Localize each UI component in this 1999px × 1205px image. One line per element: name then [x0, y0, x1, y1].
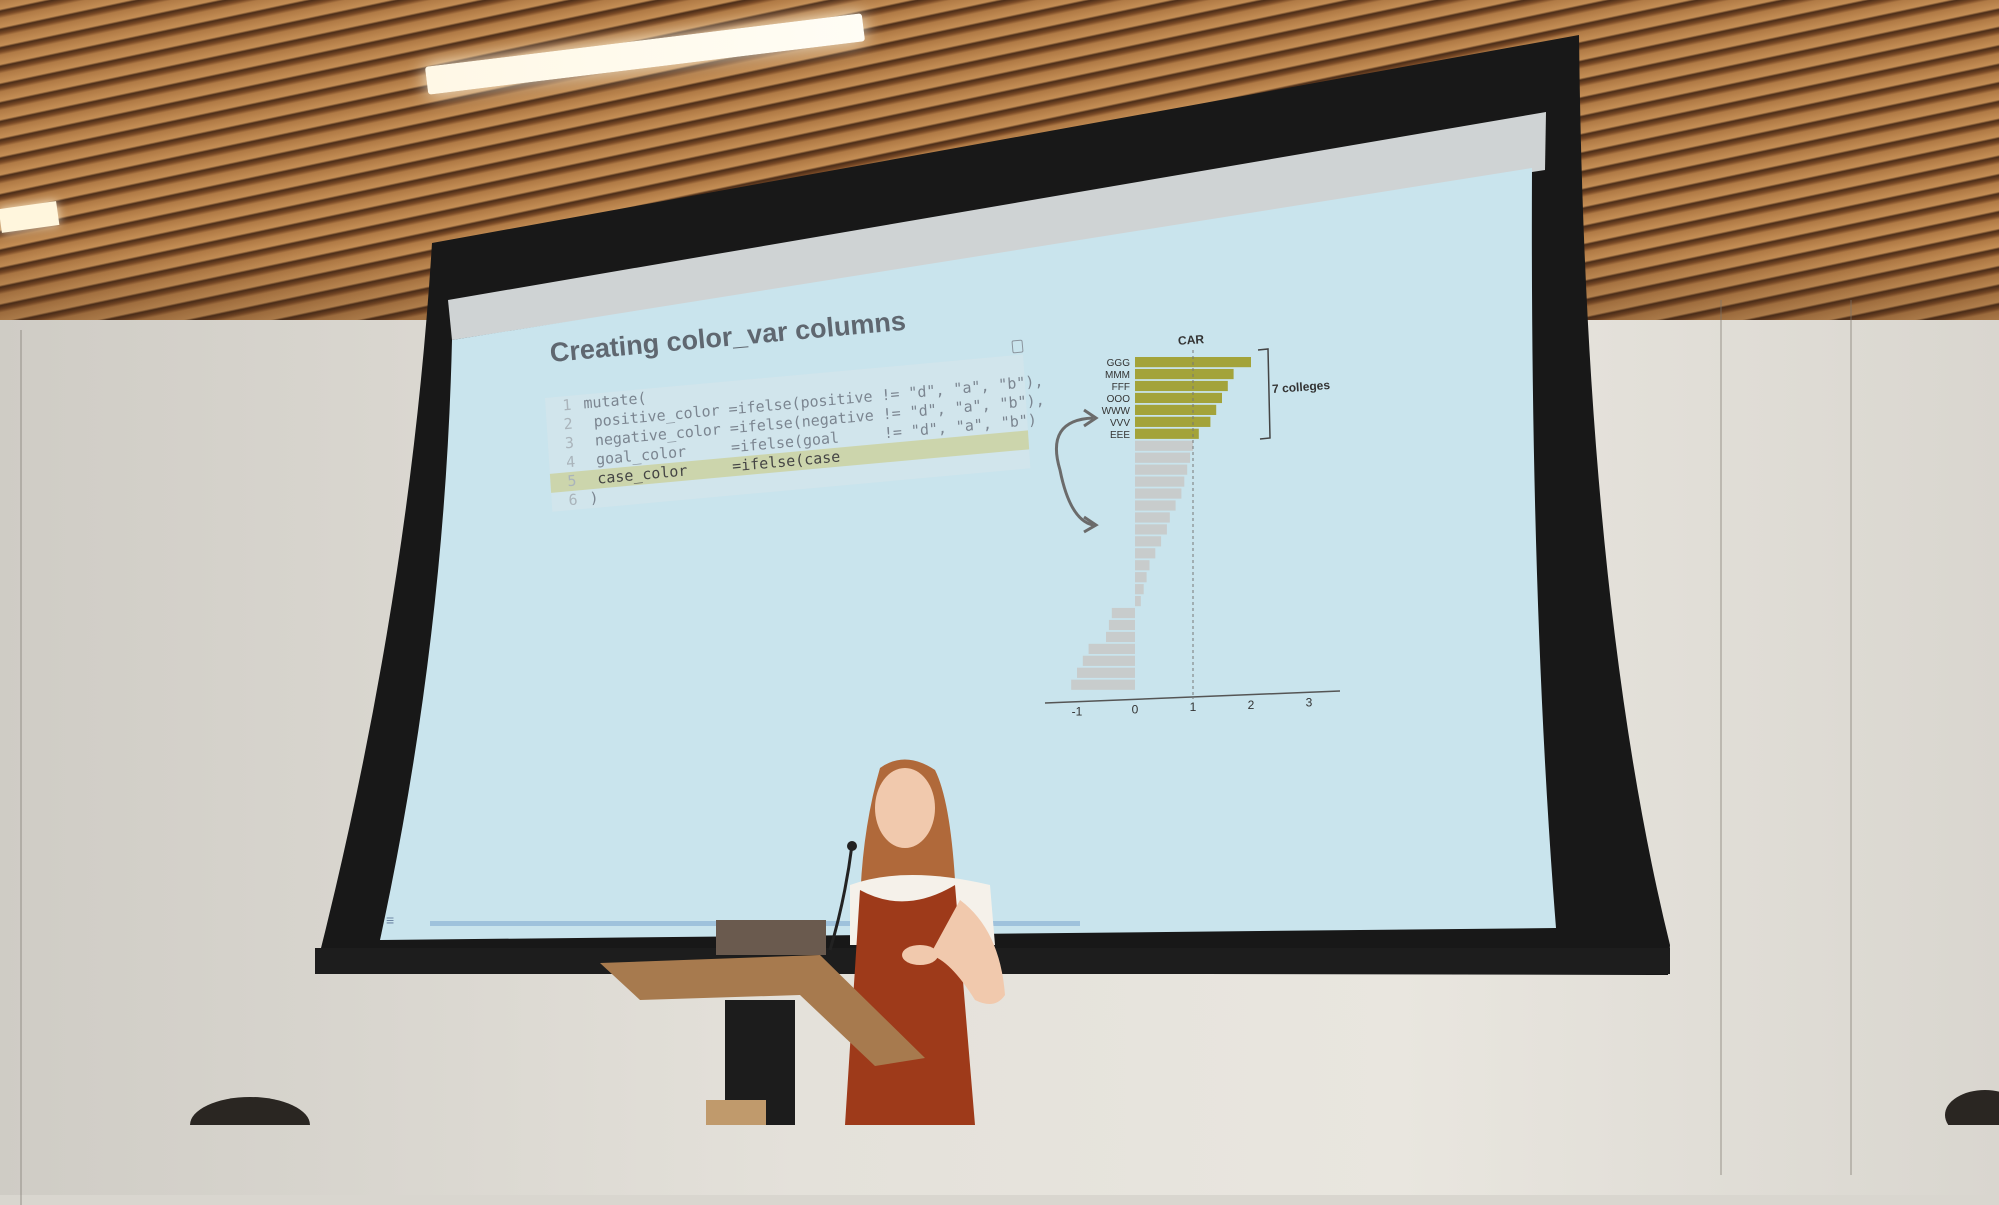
chart-bar	[1135, 464, 1188, 475]
arrow-head	[1083, 408, 1099, 428]
chart-category-label: MMM	[1105, 370, 1130, 381]
audience-head	[1945, 1090, 1999, 1125]
podium-base	[706, 1100, 766, 1125]
chart-bar	[1135, 392, 1222, 404]
x-tick-label: 0	[1132, 702, 1139, 716]
x-tick-label: -1	[1072, 705, 1083, 719]
chart-bar	[1135, 512, 1170, 523]
chart-category-label: EEE	[1110, 430, 1130, 441]
chart-bar	[1135, 560, 1150, 571]
menu-icon[interactable]: ≡	[386, 912, 395, 928]
podium	[600, 955, 925, 1066]
chart-bar	[1135, 440, 1193, 451]
chart-bar	[1082, 655, 1135, 666]
presenter-hand	[902, 945, 938, 965]
x-tick-label: 2	[1248, 698, 1255, 712]
projection-screen	[315, 35, 1670, 975]
chart-bar	[1135, 596, 1141, 607]
arrow-head	[1083, 515, 1099, 534]
screen-top-band	[448, 112, 1546, 340]
screen-surface	[380, 168, 1556, 940]
chart-bar	[1135, 572, 1147, 583]
presenter-face	[875, 768, 935, 848]
laptop	[716, 920, 826, 955]
x-tick-label: 1	[1190, 700, 1197, 714]
presenter-scene	[190, 759, 1999, 1125]
double-arrow	[1055, 416, 1094, 527]
chart-bar	[1135, 524, 1167, 535]
wall-seam	[1720, 300, 1722, 1175]
presenter-arm	[930, 900, 1005, 1004]
chart-bar	[1071, 679, 1135, 690]
wall-seam	[20, 330, 22, 1205]
chart-bar	[1135, 368, 1234, 380]
audience-head	[190, 1097, 310, 1125]
chart-category-label: WWW	[1102, 406, 1131, 417]
chart-bar	[1135, 380, 1228, 392]
chart-bar	[1088, 643, 1135, 654]
chart-bar	[1111, 607, 1135, 619]
chart-bar	[1135, 452, 1191, 463]
x-axis	[1044, 690, 1341, 704]
chart-bar	[1135, 500, 1176, 511]
chart-bar	[1135, 416, 1211, 427]
x-tick-label: 3	[1306, 695, 1313, 709]
microphone	[828, 844, 854, 951]
chart-bar	[1108, 619, 1135, 631]
chart-category-label: VVV	[1110, 418, 1130, 429]
chart-bar	[1135, 548, 1156, 559]
chart-bar	[1077, 667, 1135, 678]
bracket	[1257, 348, 1271, 440]
chart-category-label: GGG	[1107, 358, 1131, 369]
chart-bar	[1106, 631, 1135, 643]
chart-bar	[1135, 488, 1182, 499]
chart-bar	[1135, 476, 1185, 487]
chart-bar	[1135, 584, 1144, 595]
microphone-head	[847, 841, 857, 851]
chart-bar	[1135, 404, 1217, 415]
chart-bar	[1135, 536, 1162, 547]
chart-category-label: OOO	[1107, 394, 1131, 405]
chart-bar	[1135, 428, 1199, 439]
wall-seam	[1850, 300, 1852, 1175]
chart-category-label: FFF	[1112, 382, 1130, 393]
